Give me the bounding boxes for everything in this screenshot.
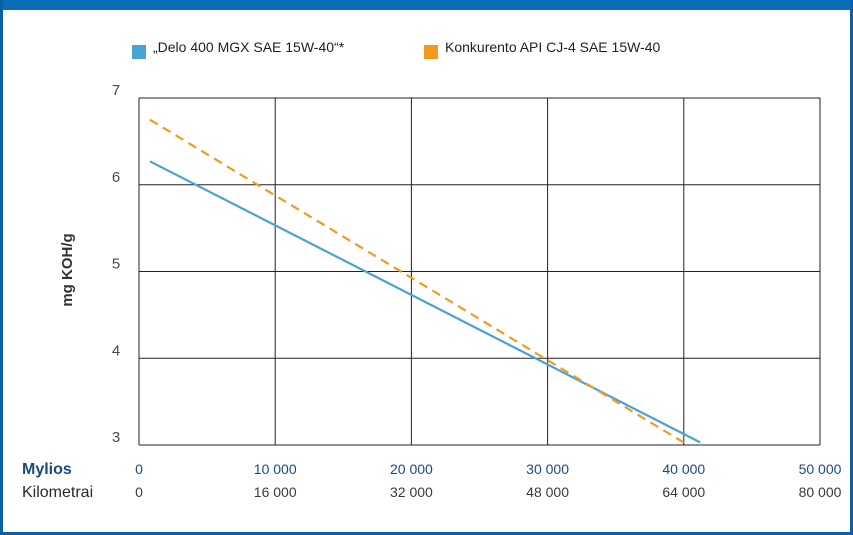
y-tick-label: 6	[112, 169, 120, 186]
x-tick-label-miles: 30 000	[526, 461, 569, 477]
x-tick-label-km: 64 000	[662, 484, 705, 500]
y-tick-label: 3	[112, 429, 120, 446]
x-row-label-kilometrai: Kilometrai	[22, 484, 93, 501]
y-axis-label: mg KOH/g	[59, 233, 76, 306]
legend-swatch-konkurento	[424, 45, 438, 59]
x-tick-label-miles: 20 000	[390, 461, 433, 477]
legend-label-konkurento: Konkurento API CJ-4 SAE 15W-40	[445, 39, 661, 55]
y-ticks: 3 4 5 6 7	[112, 82, 120, 446]
x-tick-label-miles: 40 000	[662, 461, 705, 477]
legend-label-delo: „Delo 400 MGX SAE 15W-40“*	[153, 39, 345, 55]
x-tick-label-miles: 50 000	[799, 461, 842, 477]
grid	[138, 97, 821, 446]
x-tick-label-km: 48 000	[526, 484, 569, 500]
y-tick-label: 7	[112, 82, 120, 99]
top-bar	[0, 0, 853, 10]
x-tick-label-km: 80 000	[799, 484, 842, 500]
x-tick-label-miles: 10 000	[254, 461, 297, 477]
x-ticks: 0 10 000 20 000 30 000 40 000 50 000 0 16 000 32…	[135, 461, 842, 500]
legend: „Delo 400 MGX SAE 15W-40“* Konkurento AP…	[132, 39, 661, 59]
series-line-konkurento	[149, 118, 689, 446]
y-tick-label: 5	[112, 256, 120, 273]
x-tick-label-miles: 0	[135, 461, 143, 477]
x-tick-label-km: 32 000	[390, 484, 433, 500]
series-line-delo	[149, 160, 701, 444]
x-row-label-mylios: Mylios	[22, 461, 72, 478]
x-tick-label-km: 0	[135, 484, 143, 500]
legend-swatch-delo	[132, 45, 146, 59]
x-tick-label-km: 16 000	[254, 484, 297, 500]
y-tick-label: 4	[112, 342, 120, 359]
series-lines	[149, 118, 701, 446]
